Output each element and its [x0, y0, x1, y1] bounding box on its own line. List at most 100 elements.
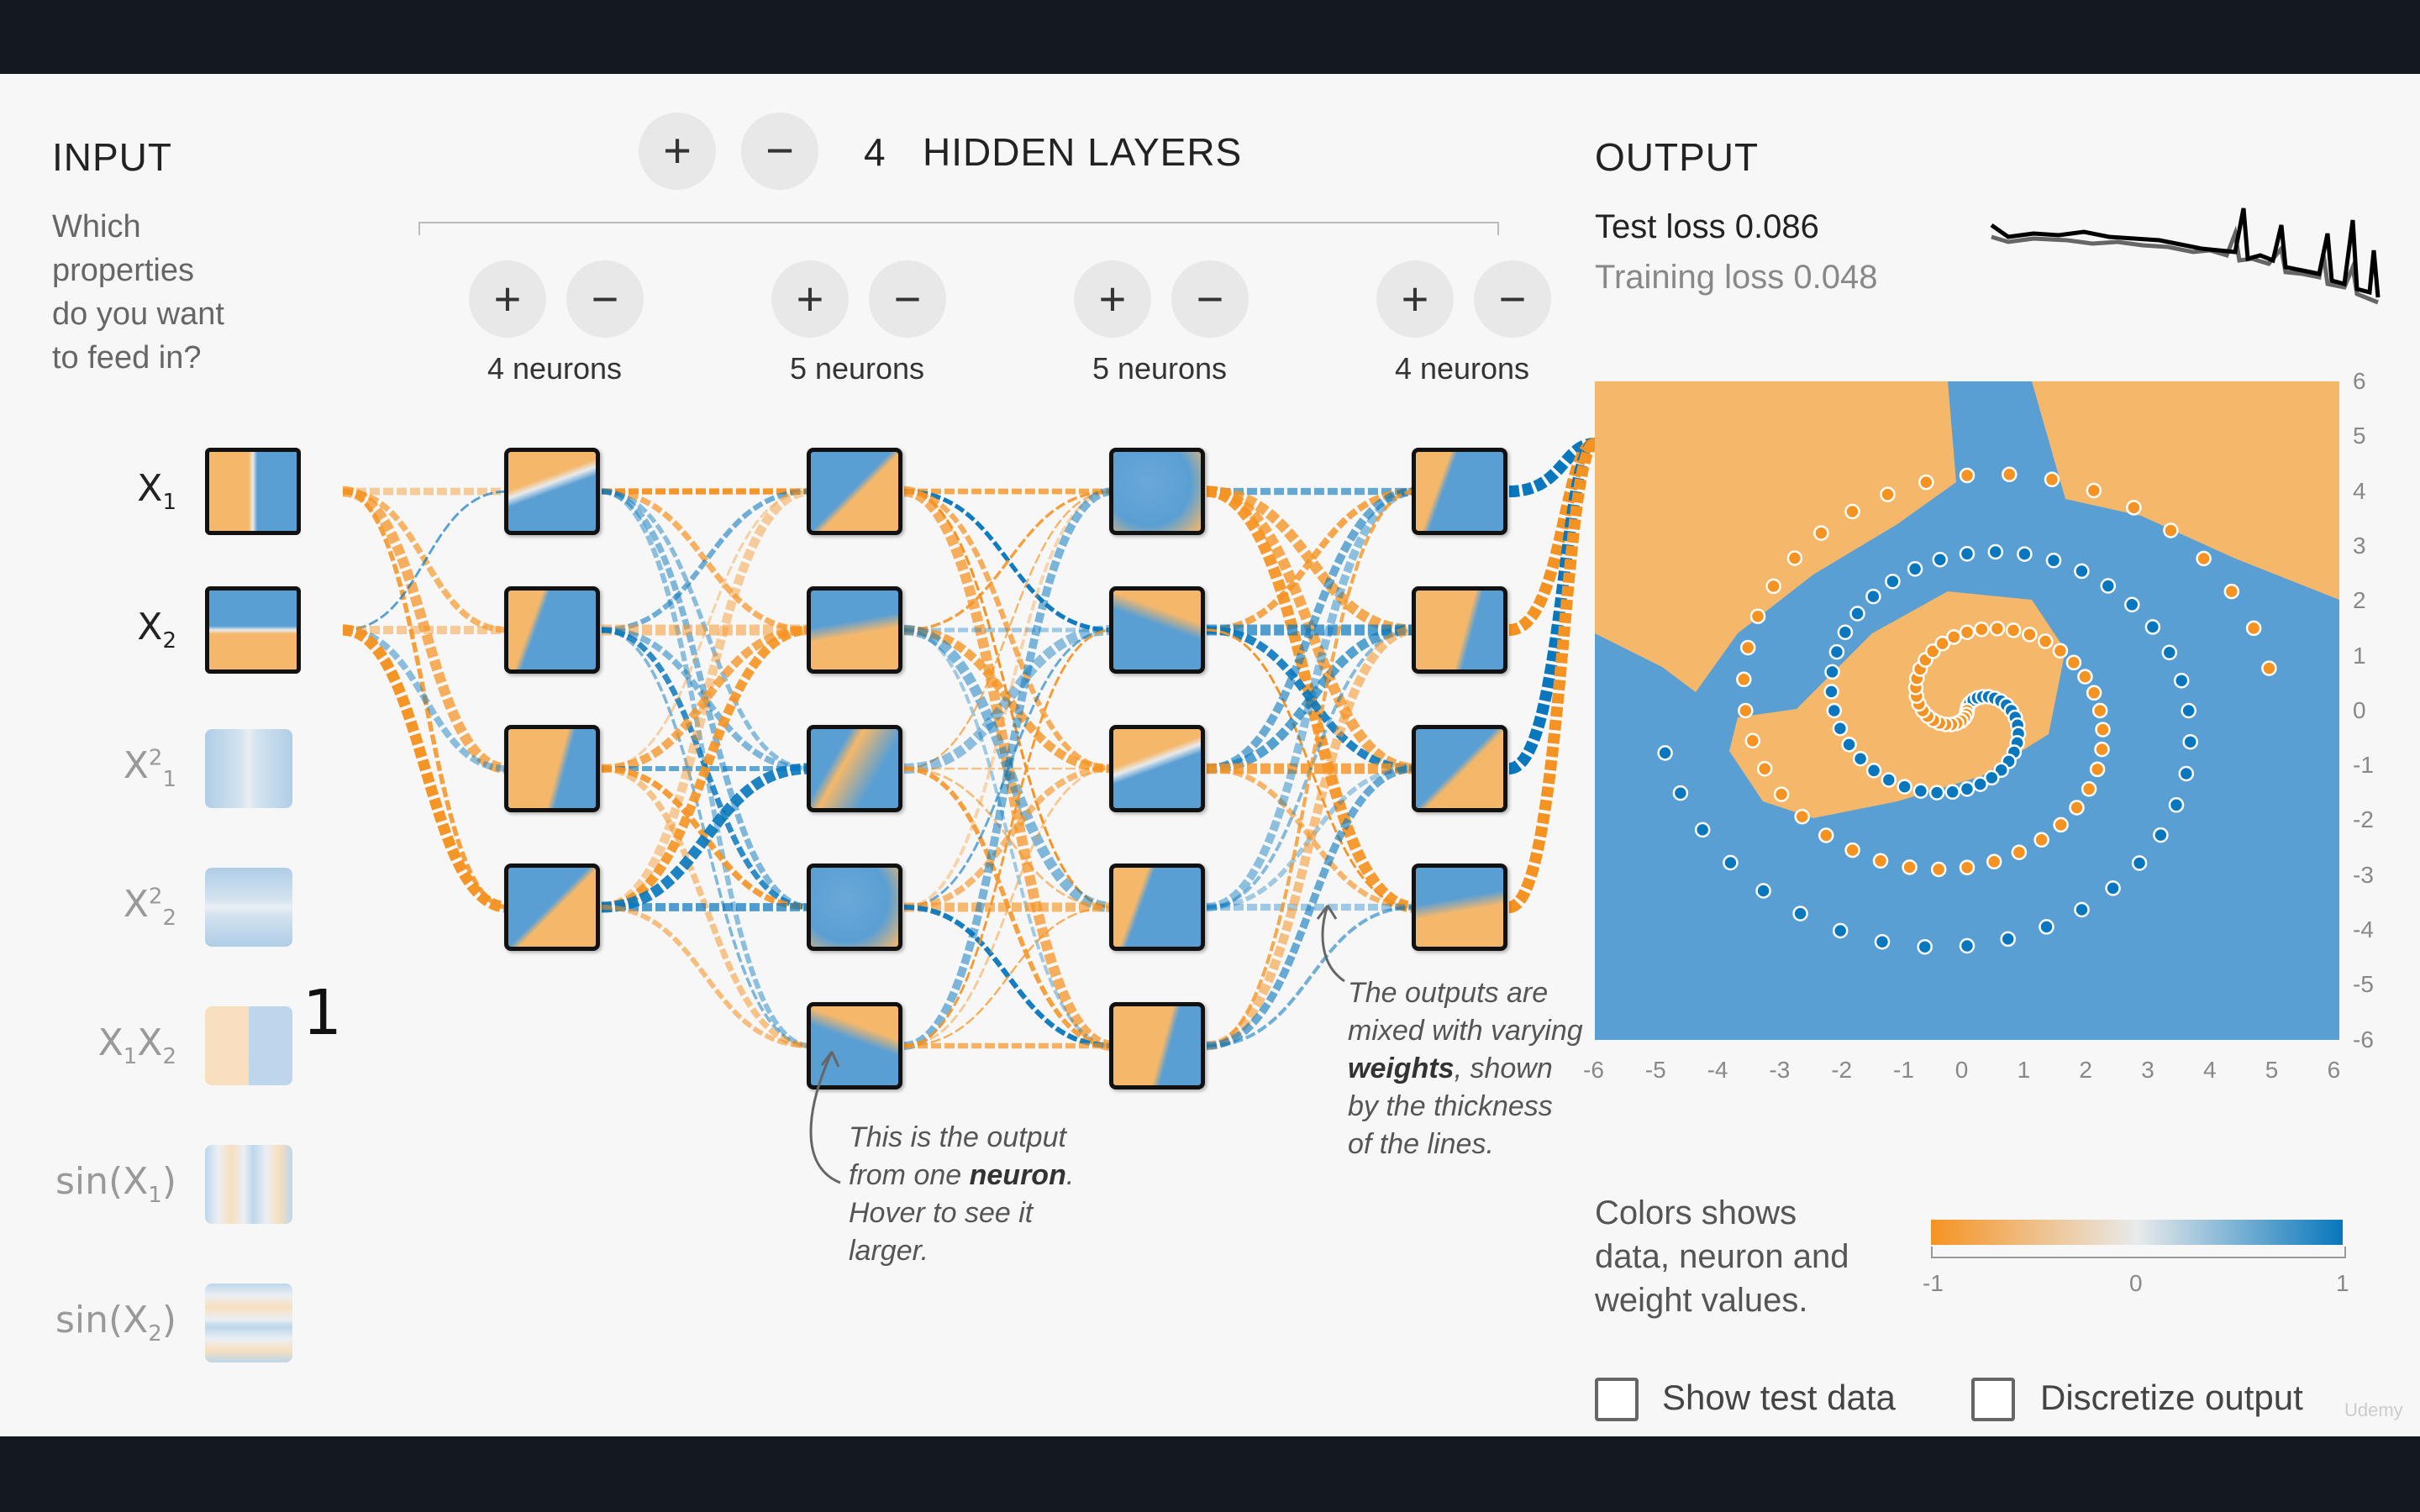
heatmap-orange-region [1595, 381, 1956, 692]
neuron-l4-n2[interactable] [1412, 586, 1507, 674]
feature-label-x2sq: X22 [123, 883, 176, 931]
remove-neuron-button-layer-4[interactable]: − [1474, 260, 1551, 338]
remove-neuron-button-layer-1[interactable]: − [566, 260, 644, 338]
data-point-blue [1912, 783, 1929, 799]
weight-link[interactable] [903, 628, 1113, 1047]
weight-link[interactable] [342, 624, 508, 913]
add-neuron-button-layer-2[interactable]: + [771, 260, 849, 338]
weight-link[interactable] [601, 763, 811, 913]
data-point-orange [1918, 474, 1934, 491]
weight-link[interactable] [1206, 487, 1416, 773]
weight-link[interactable] [601, 625, 811, 774]
weight-link[interactable] [1206, 628, 1416, 909]
weight-link[interactable] [1206, 488, 1416, 633]
neuron-l4-n4[interactable] [1412, 864, 1507, 951]
weight-link[interactable] [903, 490, 1113, 770]
data-point-orange [1844, 503, 1860, 520]
weight-link[interactable] [601, 486, 811, 912]
weight-link[interactable] [903, 766, 1113, 1048]
add-neuron-button-layer-1[interactable]: + [469, 260, 546, 338]
weight-link[interactable] [1206, 905, 1416, 1048]
data-point-blue [1874, 933, 1891, 950]
remove-neuron-button-layer-3[interactable]: − [1171, 260, 1249, 338]
watermark: Udemy [2344, 1399, 2403, 1420]
remove-layer-button[interactable]: − [741, 113, 818, 190]
show-test-data-label[interactable]: Show test data [1662, 1378, 1896, 1417]
neuron-l1-n3[interactable] [504, 725, 600, 812]
weight-link[interactable] [903, 490, 1113, 632]
data-point-orange [2037, 633, 2054, 649]
data-point-orange [2022, 627, 2038, 643]
feature-toggle-x2[interactable] [205, 586, 301, 674]
neuron-l4-n3[interactable] [1412, 725, 1507, 812]
weight-link[interactable] [903, 906, 1113, 1047]
discretize-output-checkbox[interactable] [1971, 1378, 2015, 1421]
data-point-orange [2086, 482, 2102, 499]
weight-link[interactable] [342, 486, 508, 774]
feature-toggle-x2sq[interactable] [205, 868, 292, 947]
show-test-data-checkbox[interactable] [1595, 1378, 1639, 1421]
data-point-orange [1872, 853, 1889, 869]
data-point-blue [2181, 702, 2196, 719]
output-weight-link[interactable] [1507, 438, 1598, 913]
neuron-l3-n4[interactable] [1109, 864, 1205, 951]
neuron-l2-n3[interactable] [807, 725, 902, 812]
weight-link[interactable] [601, 625, 811, 912]
remove-neuron-button-layer-2[interactable]: − [869, 260, 946, 338]
data-point-blue [1826, 702, 1843, 719]
feature-toggle-x1x2[interactable] [205, 1006, 292, 1085]
discretize-output-label[interactable]: Discretize output [2040, 1378, 2303, 1417]
y-tick: 6 [2353, 368, 2366, 394]
add-neuron-button-layer-4[interactable]: + [1376, 260, 1454, 338]
data-point-orange [1749, 608, 1766, 624]
weight-link[interactable] [903, 625, 1113, 774]
neuron-l2-n4[interactable] [807, 864, 902, 951]
data-point-orange [1959, 859, 1975, 875]
neuron-l3-n5[interactable] [1109, 1002, 1205, 1089]
weight-link[interactable] [601, 488, 811, 633]
data-point-orange [1738, 702, 1754, 719]
weight-link[interactable] [342, 627, 508, 772]
neuron-l2-n1[interactable] [807, 448, 902, 535]
feature-label-x1x2: X1X2 [97, 1021, 176, 1069]
data-point-blue [1852, 750, 1869, 767]
neuron-l1-n1[interactable] [504, 448, 600, 535]
weight-link[interactable] [903, 767, 1113, 1047]
weight-link[interactable] [601, 490, 811, 770]
neuron-l4-n1[interactable] [1412, 448, 1507, 535]
neuron-l3-n3[interactable] [1109, 725, 1205, 812]
neuron-l1-n2[interactable] [504, 586, 600, 674]
neuron-l2-n2[interactable] [807, 586, 902, 674]
weight-link[interactable] [1206, 764, 1416, 1050]
add-layer-button[interactable]: + [639, 113, 716, 190]
data-point-orange [1844, 842, 1860, 858]
data-point-blue [1959, 546, 1975, 562]
feature-label-sinx1: sin(X1) [55, 1160, 176, 1208]
feature-toggle-x1sq[interactable] [205, 729, 292, 808]
data-point-orange [1902, 859, 1918, 875]
weight-link[interactable] [903, 624, 1113, 774]
weight-link[interactable] [1206, 625, 1416, 1051]
neuron-l1-n4[interactable] [504, 864, 600, 951]
weight-link[interactable] [342, 490, 508, 632]
weight-link[interactable] [903, 628, 1113, 909]
add-neuron-button-layer-3[interactable]: + [1074, 260, 1151, 338]
feature-toggle-sinx1[interactable] [205, 1145, 292, 1224]
y-tick: 1 [2353, 642, 2366, 669]
weight-link[interactable] [1206, 625, 1416, 774]
output-weight-link[interactable] [1507, 438, 1597, 636]
color-legend-gradient [1931, 1220, 2343, 1245]
feature-label-x1: X1 [137, 467, 176, 515]
feature-toggle-sinx2[interactable] [205, 1284, 292, 1362]
feature-toggle-x1[interactable] [205, 448, 301, 535]
data-point-blue [1907, 561, 1923, 577]
weight-link[interactable] [1206, 487, 1416, 911]
neuron-l3-n2[interactable] [1109, 586, 1205, 674]
neuron-count-layer-1: 4 neurons [487, 351, 623, 386]
output-weight-link[interactable] [1508, 438, 1596, 497]
output-heatmap[interactable] [1595, 381, 2339, 1040]
weight-link[interactable] [903, 490, 1113, 909]
weight-link[interactable] [601, 905, 811, 1048]
neuron-l3-n1[interactable] [1109, 448, 1205, 535]
y-tick: 0 [2353, 696, 2366, 723]
